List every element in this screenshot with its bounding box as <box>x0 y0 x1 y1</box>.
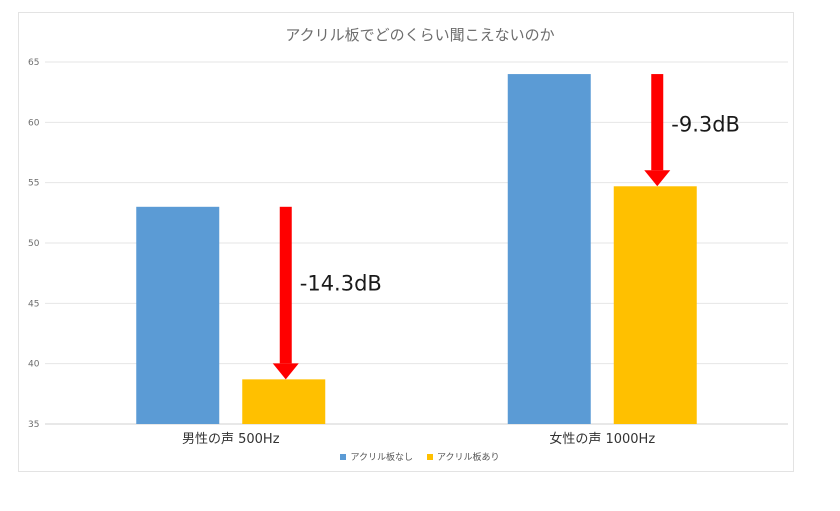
y-tick-label: 60 <box>28 118 40 128</box>
y-axis-tick-labels: 35 40 45 50 55 60 65 <box>28 58 40 430</box>
legend-item-no-acrylic: アクリル板なし <box>340 450 413 463</box>
x-axis-tick-labels: 男性の声 500Hz 女性の声 1000Hz <box>182 431 655 447</box>
legend-label: アクリル板あり <box>437 453 500 463</box>
y-tick-label: 50 <box>28 239 40 249</box>
annotation-label: -14.3dB <box>300 272 382 296</box>
arrow-head <box>644 170 671 187</box>
bar <box>242 379 326 424</box>
arrow-head <box>272 363 299 380</box>
bar <box>507 74 591 425</box>
y-tick-label: 55 <box>28 179 39 189</box>
arrow-shaft <box>651 74 664 171</box>
annotation-label: -9.3dB <box>671 112 740 136</box>
arrow-shaft <box>279 206 292 364</box>
legend-item-with-acrylic: アクリル板あり <box>427 450 500 463</box>
x-tick-label: 女性の声 1000Hz <box>549 431 655 447</box>
y-tick-label: 35 <box>28 420 39 430</box>
y-tick-label: 65 <box>28 58 39 68</box>
legend-label: アクリル板なし <box>350 453 413 463</box>
legend-swatch-blue <box>340 453 347 460</box>
y-tick-label: 45 <box>28 299 39 309</box>
y-tick-label: 40 <box>28 360 40 370</box>
bar <box>136 206 220 424</box>
x-tick-label: 男性の声 500Hz <box>182 432 280 447</box>
legend-swatch-yellow <box>427 453 433 460</box>
bar <box>613 186 697 424</box>
chart-title: アクリル板でどのくらい聞こえないのか <box>285 26 555 44</box>
legend: アクリル板なし アクリル板あり <box>0 450 840 463</box>
bars <box>136 74 697 425</box>
annotations: -14.3dB -9.3dB <box>272 74 740 380</box>
